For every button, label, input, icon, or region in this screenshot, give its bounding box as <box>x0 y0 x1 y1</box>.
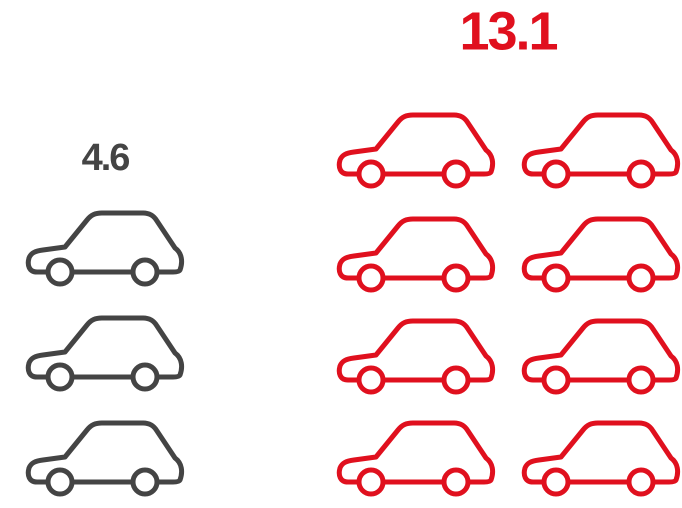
car-icon <box>28 318 181 389</box>
car-icon <box>28 423 181 494</box>
car-icon <box>339 423 492 494</box>
car-icon <box>524 219 677 290</box>
car-icon <box>524 321 677 392</box>
value-label: 4.6 <box>82 137 130 179</box>
pictogram-group: 4.6 <box>28 137 181 494</box>
car-icon <box>524 115 677 186</box>
car-icon <box>339 321 492 392</box>
car-icon <box>339 219 492 290</box>
value-label: 13.1 <box>459 1 557 61</box>
car-icon <box>28 213 181 284</box>
car-icon <box>524 423 677 494</box>
pictogram-group: 13.1 <box>339 1 677 494</box>
car-icon <box>339 115 492 186</box>
